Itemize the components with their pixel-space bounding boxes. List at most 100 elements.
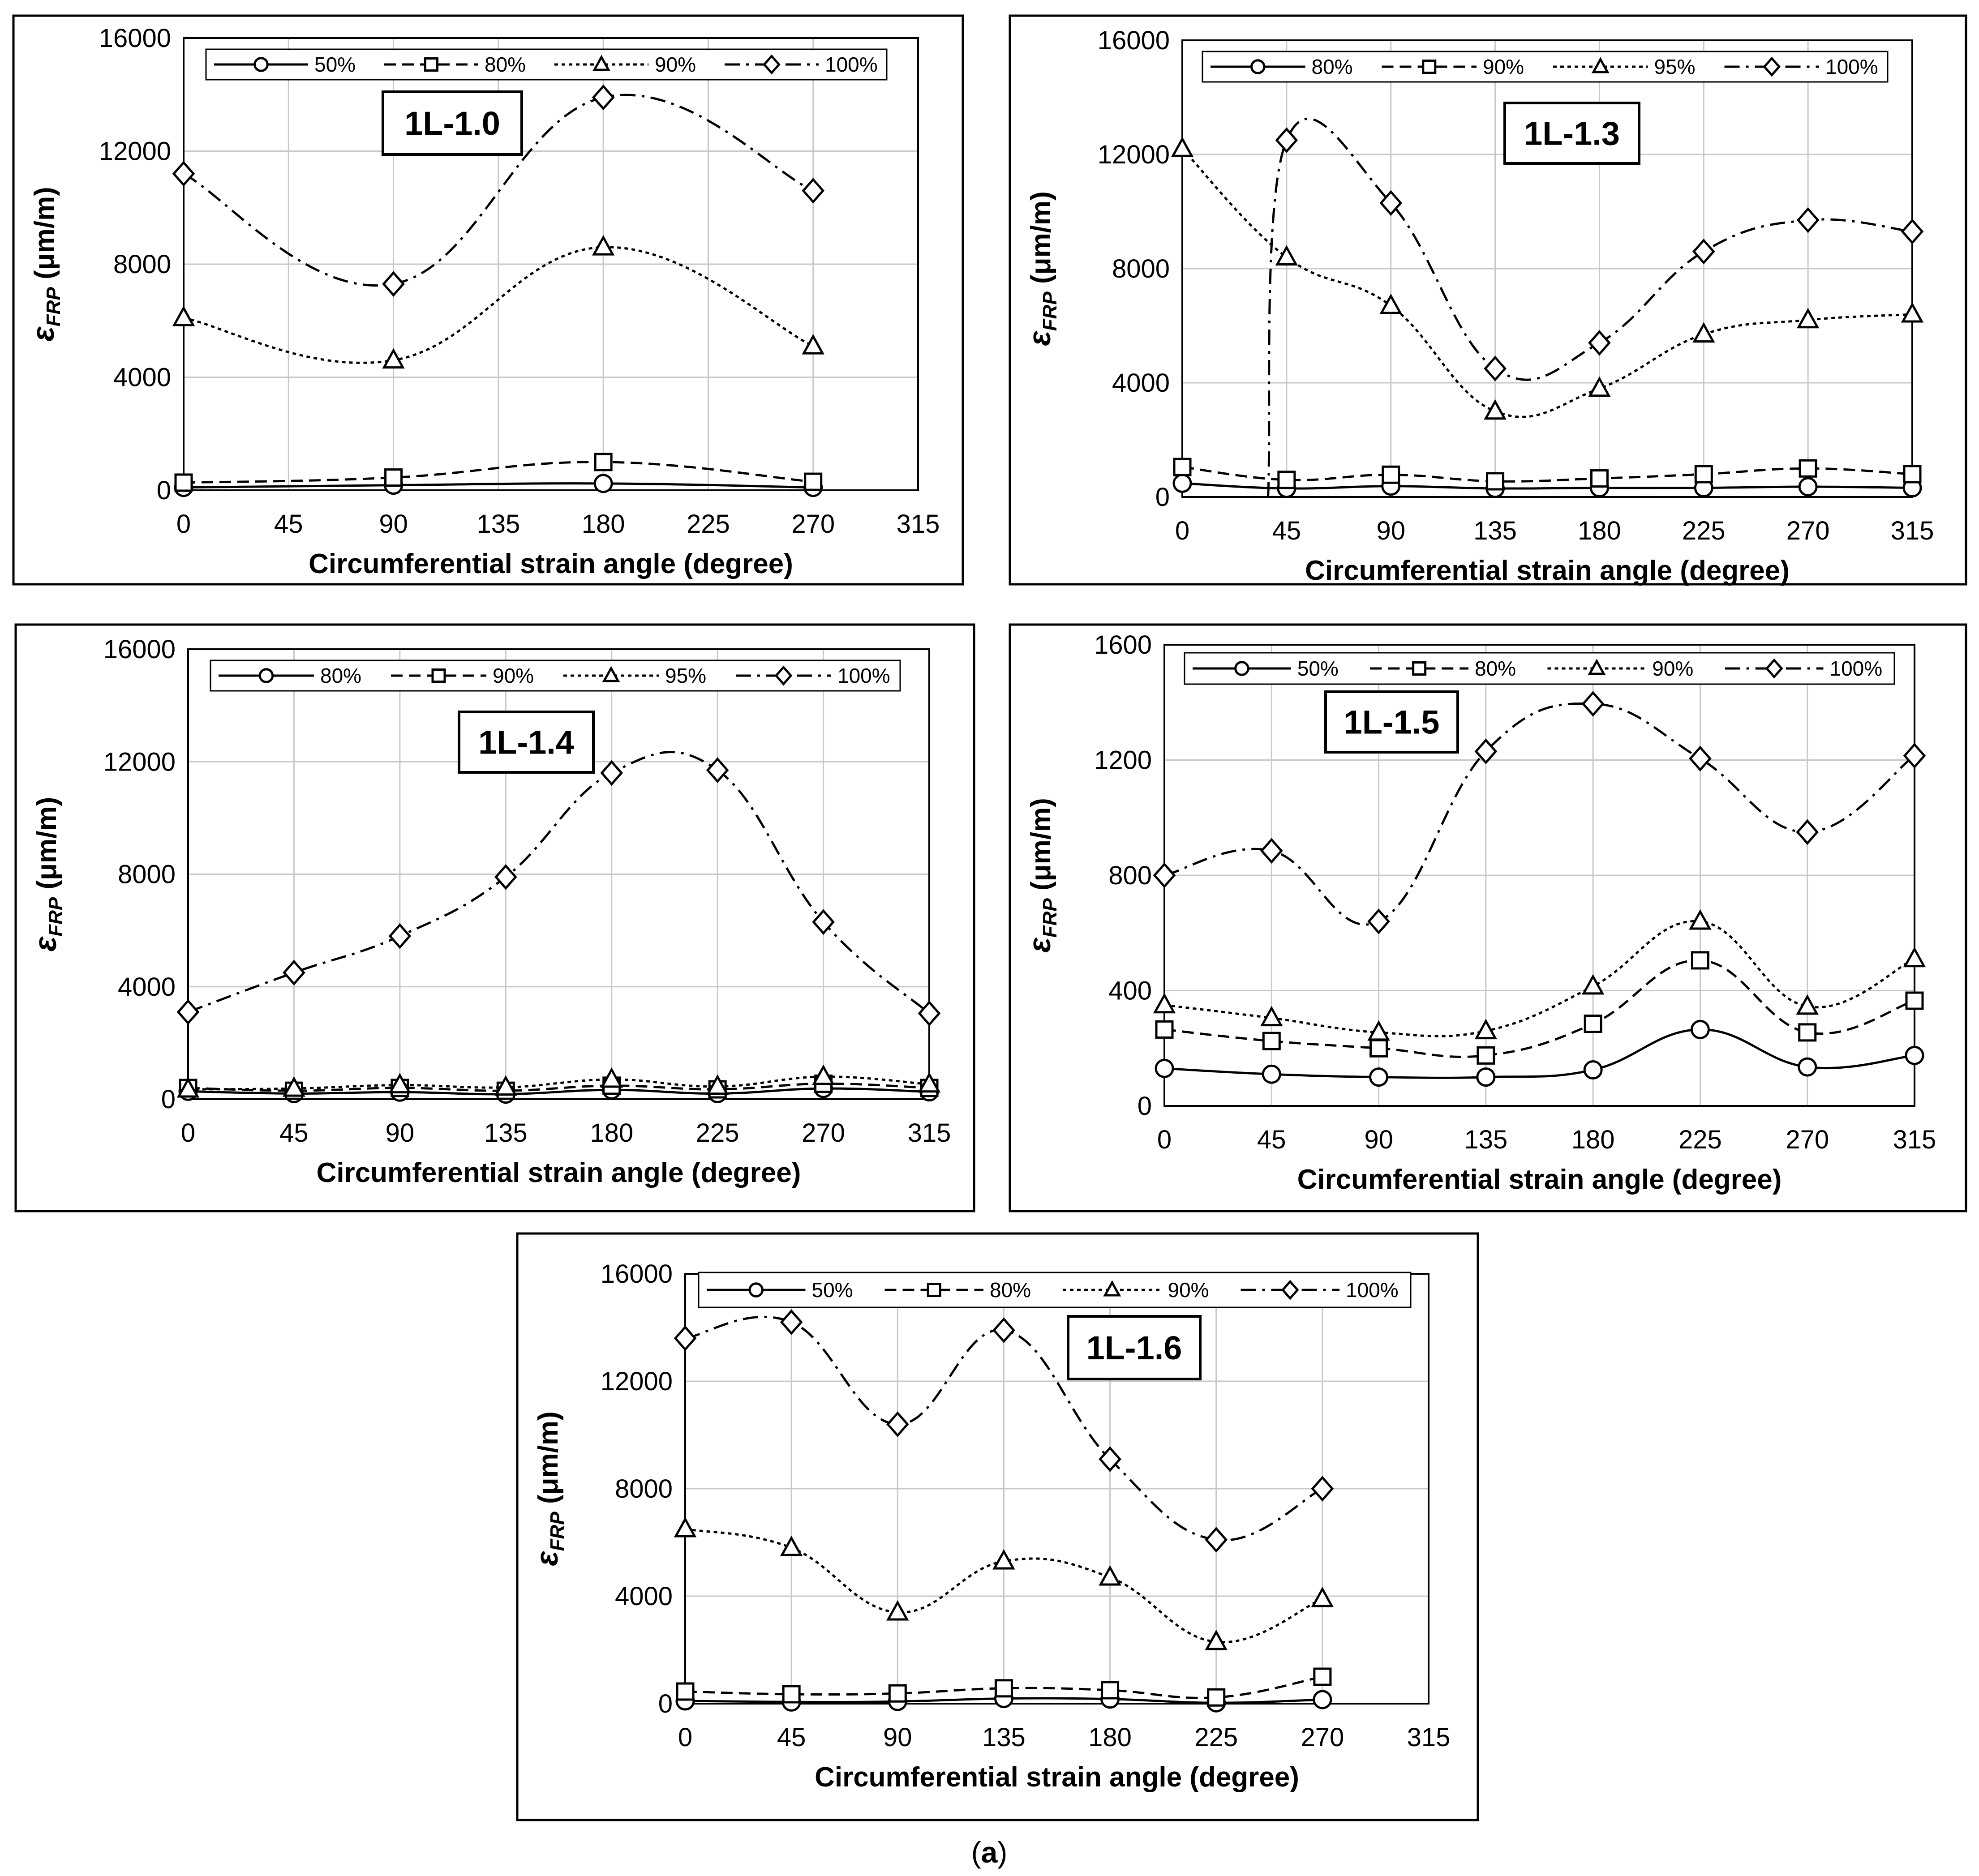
y-tick-label: 8000 (615, 1474, 673, 1503)
y-tick-label: 16000 (1098, 26, 1170, 55)
series-100-percent (1153, 691, 1926, 934)
data-point-square (1155, 1020, 1174, 1039)
x-axis-title: Circumferential strain angle (degree) (1305, 555, 1790, 586)
data-point-triangle (1153, 993, 1176, 1014)
y-tick-label: 12000 (99, 137, 171, 166)
x-tick-label: 180 (1578, 516, 1621, 545)
data-point-circle (1798, 1057, 1817, 1077)
y-axis-title: εFRP (μm/m) (26, 187, 64, 341)
data-point-triangle (1099, 1565, 1121, 1586)
data-point-triangle (1796, 994, 1819, 1015)
data-point-triangle (1311, 1586, 1334, 1607)
series-line (1164, 959, 1915, 1058)
data-point-square (1262, 1032, 1281, 1050)
series-line (183, 482, 813, 489)
data-point-triangle (706, 1074, 729, 1095)
series-100-percent (172, 84, 825, 297)
y-tick-label: 400 (1108, 977, 1152, 1006)
data-point-square (994, 1679, 1013, 1698)
legend-marker-circle (1250, 59, 1266, 74)
data-point-square (1584, 1015, 1602, 1033)
x-tick-label: 270 (791, 510, 835, 539)
series-80-percent (1155, 951, 1924, 1065)
data-point-diamond (1311, 1476, 1334, 1502)
data-point-triangle (1796, 308, 1820, 329)
legend-marker-triangle (592, 55, 610, 71)
panel-tag-box (1324, 690, 1459, 754)
series-90-percent (172, 235, 824, 369)
data-point-triangle (382, 348, 405, 369)
data-point-triangle (176, 1077, 200, 1098)
legend-marker-square (927, 1283, 941, 1297)
y-axis-title: εFRP (μm/m) (529, 1411, 568, 1566)
data-point-diamond (382, 271, 405, 297)
data-point-triangle (1367, 1020, 1390, 1041)
series-90-percent (1153, 909, 1926, 1041)
chart-panel-1l-1-0: 0 45 90 135 180 225 270 315 0 4000 8000 12000 16000 C… (12, 14, 964, 586)
data-point-diamond (1260, 838, 1283, 864)
data-point-triangle (388, 1073, 412, 1094)
data-point-diamond (1153, 862, 1176, 888)
x-tick-label: 0 (1157, 1125, 1172, 1154)
legend-marker-square (424, 57, 438, 72)
series-line (1181, 148, 1913, 418)
x-tick-label: 90 (379, 510, 408, 539)
x-tick-label: 135 (982, 1723, 1026, 1752)
legend-box (1202, 51, 1889, 83)
panel-tag-box (1503, 102, 1640, 165)
data-point-diamond (1581, 691, 1605, 717)
data-point-square (1382, 465, 1400, 484)
data-point-square (594, 453, 613, 471)
series-100-percent (1266, 117, 1924, 497)
legend-marker-square (1412, 661, 1427, 676)
x-tick-label: 315 (1407, 1723, 1451, 1752)
data-point-circle (1262, 1064, 1281, 1084)
data-point-triangle (172, 305, 195, 326)
y-axis-symbol: ε (26, 326, 60, 342)
legend-marker-circle (1234, 661, 1249, 676)
data-point-triangle (812, 1064, 835, 1085)
series-line (1164, 1028, 1915, 1079)
y-axis-subscript: FRP (1039, 291, 1061, 331)
series-line (183, 246, 814, 364)
y-tick-label: 0 (658, 1689, 673, 1718)
x-tick-label: 270 (1786, 1125, 1829, 1154)
legend-label: 100% (1830, 657, 1883, 680)
data-point-circle (1798, 477, 1818, 497)
y-axis-title: εFRP (μm/m) (1022, 798, 1061, 952)
plot-area (187, 648, 930, 1100)
y-tick-label: 1200 (1094, 746, 1152, 775)
data-point-circle (593, 474, 613, 493)
panel-frame (1009, 623, 1967, 1212)
y-tick-label: 16000 (99, 24, 171, 53)
y-tick-label: 4000 (113, 363, 171, 392)
panel-tag: 1L-1.6 (1086, 1329, 1182, 1366)
y-axis-unit: (μm/m) (533, 1411, 564, 1512)
data-point-diamond (1367, 908, 1390, 934)
data-point-diamond (1099, 1446, 1121, 1472)
legend-label: 80% (485, 53, 526, 76)
data-point-diamond (802, 178, 825, 204)
data-point-square (782, 1685, 801, 1704)
legend: 50% 80% 90% 100% (698, 1272, 1412, 1308)
x-tick-label: 0 (181, 1118, 195, 1148)
x-tick-label: 135 (484, 1118, 528, 1148)
y-axis-title: εFRP (μm/m) (28, 797, 67, 951)
data-point-triangle (1903, 947, 1926, 968)
panel-tag: 1L-1.0 (404, 105, 500, 142)
data-point-triangle (886, 1600, 909, 1621)
data-point-triangle (600, 1067, 623, 1088)
data-point-triangle (1484, 399, 1507, 420)
legend-marker-triangle (602, 666, 620, 682)
x-tick-label: 315 (1893, 1125, 1936, 1154)
x-tick-label: 90 (1376, 516, 1405, 545)
data-point-diamond (812, 909, 835, 935)
legend-label: 90% (1168, 1278, 1209, 1302)
data-point-triangle (1692, 322, 1715, 343)
series-line (183, 461, 813, 484)
chart-panel-1l-1-3: 0 45 90 135 180 225 270 315 0 4000 8000 12000 16000 C… (1009, 14, 1967, 586)
data-point-diamond (176, 999, 200, 1025)
figure-caption: (a) (971, 1836, 1008, 1869)
x-tick-label: 135 (1464, 1125, 1507, 1154)
